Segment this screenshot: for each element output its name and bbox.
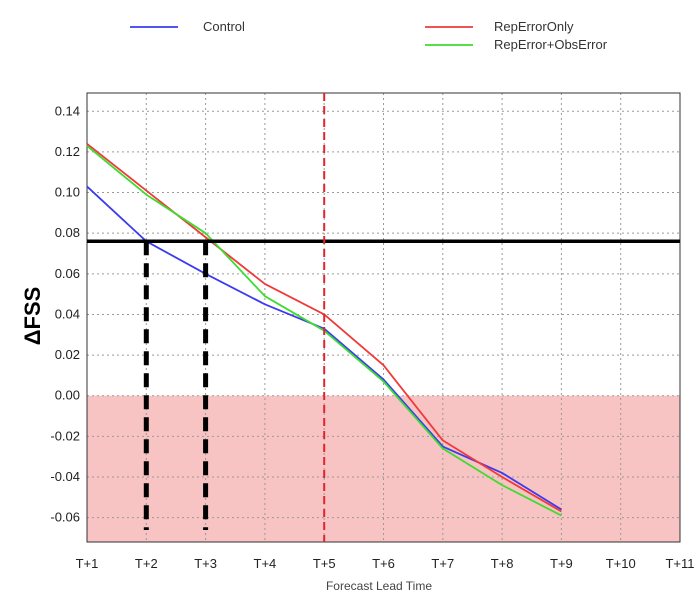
y-axis-label: ΔFSS <box>20 287 45 346</box>
x-tick-label: T+6 <box>372 556 395 571</box>
y-tick-label: 0.04 <box>55 306 80 321</box>
y-tick-label: 0.02 <box>55 347 80 362</box>
plot-area: 0.14 0.12 0.10 0.08 0.06 0.04 0.02 0.00 -0.02 -0.… <box>50 92 695 571</box>
x-tick-label: T+10 <box>606 556 636 571</box>
y-tick-label: 0.14 <box>55 103 80 118</box>
x-axis-label: Forecast Lead Time <box>326 579 432 593</box>
x-tick-label: T+1 <box>76 556 99 571</box>
legend-label: RepError+ObsError <box>494 37 608 52</box>
plot-frame <box>86 92 681 543</box>
y-tick-label: -0.04 <box>50 469 80 484</box>
y-tick-label: 0.10 <box>55 185 80 200</box>
x-tick-label: T+5 <box>313 556 336 571</box>
y-tick-label: 0.12 <box>55 144 80 159</box>
x-tick-label: T+9 <box>550 556 573 571</box>
x-tick-label: T+4 <box>254 556 277 571</box>
y-tick-label: 0.08 <box>55 225 80 240</box>
x-tick-label: T+11 <box>665 556 694 571</box>
legend-label: Control <box>203 19 245 34</box>
x-tick-label: T+7 <box>431 556 454 571</box>
legend: Control RepErrorOnly RepError+ObsError <box>130 19 608 52</box>
legend-label: RepErrorOnly <box>494 19 574 34</box>
y-tick-label: -0.06 <box>50 510 80 525</box>
x-tick-label: T+2 <box>135 556 158 571</box>
y-tick-label: 0.06 <box>55 266 80 281</box>
y-tick-label: -0.02 <box>50 428 80 443</box>
x-tick-label: T+3 <box>194 556 217 571</box>
x-tick-label: T+8 <box>491 556 514 571</box>
y-tick-label: 0.00 <box>55 388 80 403</box>
